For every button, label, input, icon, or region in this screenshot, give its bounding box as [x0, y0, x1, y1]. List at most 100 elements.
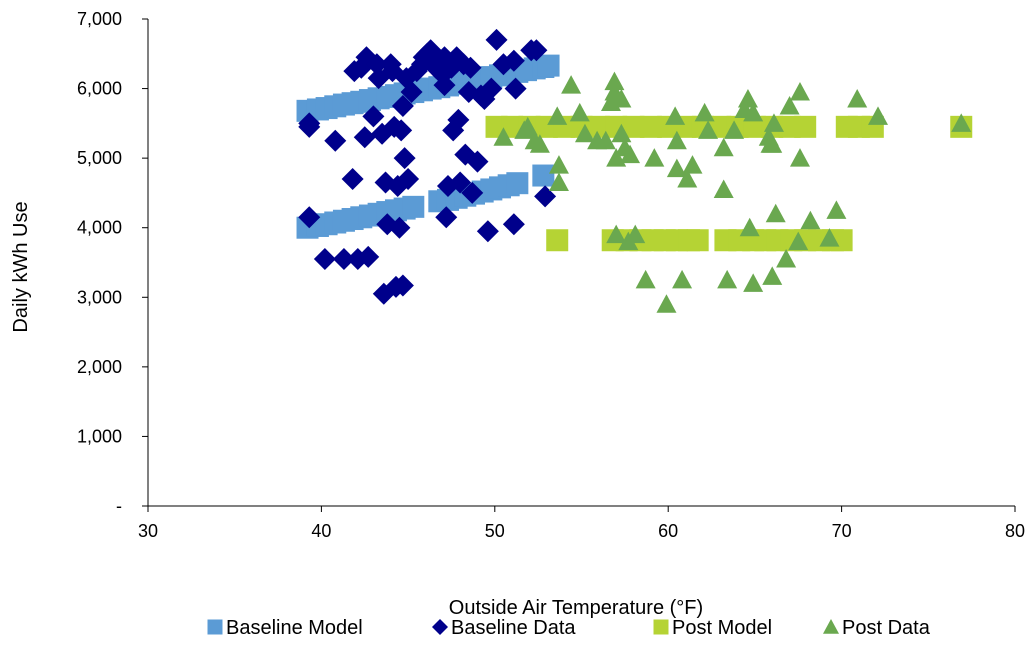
legend-swatch	[823, 619, 839, 634]
data-point	[644, 148, 665, 167]
data-point	[548, 155, 569, 174]
legend-label: Post Model	[672, 617, 772, 639]
data-point	[504, 77, 527, 100]
data-point	[324, 129, 347, 152]
data-point	[665, 106, 686, 125]
data-point	[561, 75, 582, 94]
data-point	[666, 130, 687, 150]
data-point	[461, 181, 484, 204]
x-tick-label: 80	[1005, 521, 1025, 541]
data-point	[391, 94, 414, 117]
data-point	[672, 269, 693, 289]
data-point	[532, 164, 555, 187]
data-point	[625, 224, 646, 244]
legend-label: Post Data	[842, 617, 931, 639]
data-point	[800, 210, 821, 230]
data-point	[485, 28, 508, 51]
data-point	[341, 168, 364, 191]
data-point	[694, 102, 715, 122]
data-point	[611, 123, 632, 143]
data-point	[765, 203, 786, 223]
x-axis-title: Outside Air Temperature (°F)	[449, 597, 703, 619]
data-point	[298, 115, 321, 138]
data-point	[353, 126, 376, 149]
data-point	[635, 269, 656, 289]
data-point	[826, 200, 847, 219]
data-point	[762, 134, 783, 153]
y-tick-label: 2,000	[77, 357, 122, 377]
data-point	[362, 105, 385, 128]
x-tick-label: 50	[485, 521, 505, 541]
data-point	[547, 106, 568, 125]
y-tick-label: 5,000	[77, 148, 122, 168]
data-point	[686, 229, 709, 252]
y-axis-ticks: - 1,000 2,000 3,000 4,000 5,000 6,000 7,000	[77, 9, 148, 516]
legend-label: Baseline Data	[451, 617, 576, 639]
data-point	[611, 89, 632, 108]
data-point	[604, 71, 625, 91]
y-tick-label: 1,000	[77, 426, 122, 446]
data-point	[502, 213, 525, 236]
data-point	[788, 231, 809, 251]
data-point	[393, 147, 416, 170]
data-point	[390, 119, 413, 142]
data-point	[506, 172, 529, 195]
y-tick-label: 4,000	[77, 218, 122, 238]
data-point	[400, 81, 423, 104]
data-point	[569, 102, 590, 122]
legend-label: Baseline Model	[226, 617, 363, 639]
legend-item: Baseline Data	[432, 617, 576, 639]
legend-swatch	[653, 619, 669, 635]
y-axis-title: Daily kWh Use	[10, 201, 32, 332]
data-point	[724, 120, 745, 139]
data-point	[525, 39, 548, 62]
data-point	[574, 123, 595, 143]
data-point	[743, 102, 764, 122]
legend-item: Baseline Model	[207, 617, 363, 639]
data-point	[459, 56, 482, 79]
data-point	[501, 115, 524, 138]
data-point	[587, 115, 610, 138]
data-point	[779, 95, 800, 115]
data-point	[847, 89, 868, 108]
data-point	[313, 248, 336, 271]
data-markers	[296, 28, 973, 313]
data-point	[639, 115, 662, 138]
data-point	[666, 158, 687, 178]
data-point	[709, 115, 732, 138]
series-baseline-data	[298, 28, 557, 305]
data-point	[546, 229, 569, 252]
data-point	[548, 172, 569, 191]
x-tick-label: 60	[658, 521, 678, 541]
data-point	[698, 120, 719, 139]
y-tick-label: 3,000	[77, 287, 122, 307]
series-post-data	[493, 71, 972, 313]
data-point	[739, 217, 760, 237]
data-point	[656, 294, 677, 313]
data-point	[298, 206, 321, 229]
data-point	[789, 148, 810, 167]
data-point	[447, 108, 470, 131]
data-point	[537, 54, 560, 77]
data-point	[789, 82, 810, 101]
plot-area: - 1,000 2,000 3,000 4,000 5,000 6,000 7,000 30 4…	[77, 9, 1025, 541]
data-point	[682, 155, 703, 174]
data-point	[388, 216, 411, 239]
x-tick-label: 70	[832, 521, 852, 541]
data-point	[466, 150, 489, 173]
data-point	[480, 77, 503, 100]
data-point	[713, 179, 734, 198]
data-point	[529, 134, 550, 153]
data-point	[677, 169, 698, 188]
x-axis-ticks: 30 40 50 60 70 80	[138, 506, 1025, 541]
data-point	[332, 248, 355, 271]
data-point	[493, 127, 514, 146]
data-point	[717, 269, 738, 289]
data-point	[794, 115, 817, 138]
data-point	[397, 168, 420, 191]
data-point	[620, 144, 641, 164]
data-point	[606, 224, 627, 244]
legend-swatch	[207, 619, 223, 635]
data-point	[391, 274, 414, 297]
